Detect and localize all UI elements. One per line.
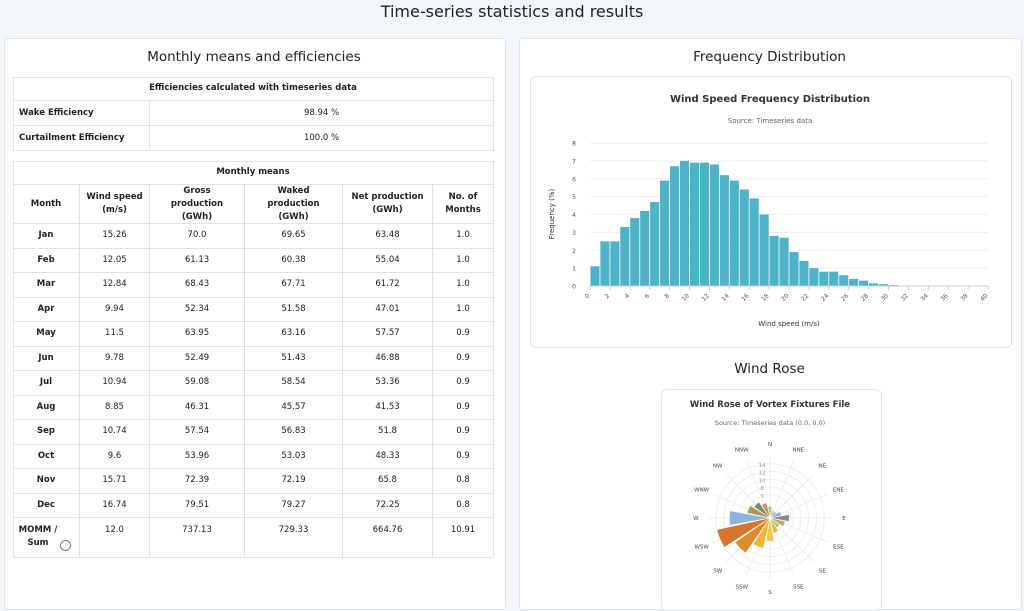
- x-tick-label: 20: [780, 292, 790, 302]
- bar: [760, 215, 769, 287]
- chart-title: Wind Rose of Vortex Fixtures File: [690, 400, 850, 410]
- y-tick-label: 4: [572, 212, 576, 219]
- bar: [640, 211, 649, 286]
- bar: [779, 238, 788, 286]
- direction-label: E: [842, 516, 846, 522]
- bar: [809, 268, 818, 286]
- direction-label: NNE: [792, 448, 804, 454]
- bar: [620, 227, 629, 286]
- x-tick-label: 0: [584, 292, 592, 300]
- x-tick-label: 8: [663, 292, 671, 300]
- direction-label: NE: [819, 464, 827, 470]
- direction-label: SSW: [735, 584, 748, 590]
- r-tick-label: 10: [759, 478, 766, 484]
- bar: [600, 241, 609, 286]
- bar: [710, 164, 719, 286]
- bar: [630, 218, 639, 286]
- direction-label: WNW: [694, 488, 710, 494]
- bar: [829, 272, 838, 286]
- y-tick-label: 5: [572, 194, 576, 201]
- bar: [789, 252, 798, 286]
- direction-label: NW: [713, 464, 723, 470]
- direction-label: SSE: [793, 584, 804, 590]
- x-tick-label: 12: [700, 292, 710, 302]
- bar: [770, 236, 779, 286]
- direction-label: W: [693, 516, 699, 522]
- bar: [650, 202, 659, 286]
- direction-label: SW: [713, 568, 722, 574]
- bar: [590, 266, 599, 286]
- bar: [740, 189, 749, 286]
- y-tick-label: 0: [572, 284, 576, 291]
- direction-label: ESE: [833, 544, 844, 550]
- bar: [859, 281, 868, 286]
- bar: [730, 181, 739, 286]
- r-tick-label: 8: [760, 486, 764, 492]
- x-tick-label: 22: [800, 292, 810, 302]
- x-tick-label: 6: [643, 292, 651, 300]
- x-tick-label: 28: [860, 292, 870, 302]
- y-tick-label: 6: [572, 176, 576, 183]
- chart-title: Wind Speed Frequency Distribution: [670, 94, 870, 105]
- bar: [720, 175, 729, 286]
- x-tick-label: 26: [840, 292, 850, 302]
- x-tick-label: 24: [820, 292, 830, 302]
- bar: [690, 163, 699, 286]
- x-tick-label: 38: [959, 292, 969, 302]
- r-tick-label: 14: [759, 463, 766, 469]
- direction-label: S: [768, 590, 772, 596]
- x-tick-label: 10: [681, 292, 691, 302]
- bar: [700, 163, 709, 286]
- r-tick-label: 12: [759, 471, 766, 477]
- bar: [610, 241, 619, 286]
- x-tick-label: 18: [760, 292, 770, 302]
- direction-label: ENE: [833, 488, 845, 494]
- chart-subtitle: Source: Timeseries data: [728, 117, 812, 125]
- x-axis-label: Wind speed (m/s): [758, 320, 820, 328]
- bar: [660, 181, 669, 286]
- y-tick-label: 8: [572, 141, 576, 148]
- chart-subtitle: Source: Timeseries data (0.0, 0.0): [715, 419, 825, 427]
- y-tick-label: 3: [572, 230, 576, 237]
- x-tick-label: 32: [899, 292, 909, 302]
- x-tick-label: 16: [740, 292, 750, 302]
- x-tick-label: 40: [979, 292, 989, 302]
- direction-label: WSW: [694, 544, 709, 550]
- y-tick-label: 2: [572, 248, 576, 255]
- x-tick-label: 14: [720, 292, 730, 302]
- bar: [750, 198, 759, 286]
- bar: [819, 272, 828, 286]
- y-tick-label: 7: [572, 158, 576, 165]
- bar: [849, 279, 858, 286]
- bar: [670, 166, 679, 286]
- direction-label: SE: [819, 568, 826, 574]
- direction-label: N: [768, 442, 772, 448]
- x-tick-label: 4: [624, 292, 632, 300]
- y-tick-label: 1: [572, 266, 576, 273]
- x-tick-label: 34: [919, 292, 929, 302]
- x-tick-label: 36: [939, 292, 949, 302]
- direction-label: NNW: [735, 448, 749, 454]
- bar: [839, 275, 848, 286]
- bar: [799, 261, 808, 286]
- bar: [680, 161, 689, 286]
- x-tick-label: 2: [604, 292, 612, 300]
- x-tick-label: 30: [880, 292, 890, 302]
- y-axis-label: Frequency (%): [548, 188, 556, 239]
